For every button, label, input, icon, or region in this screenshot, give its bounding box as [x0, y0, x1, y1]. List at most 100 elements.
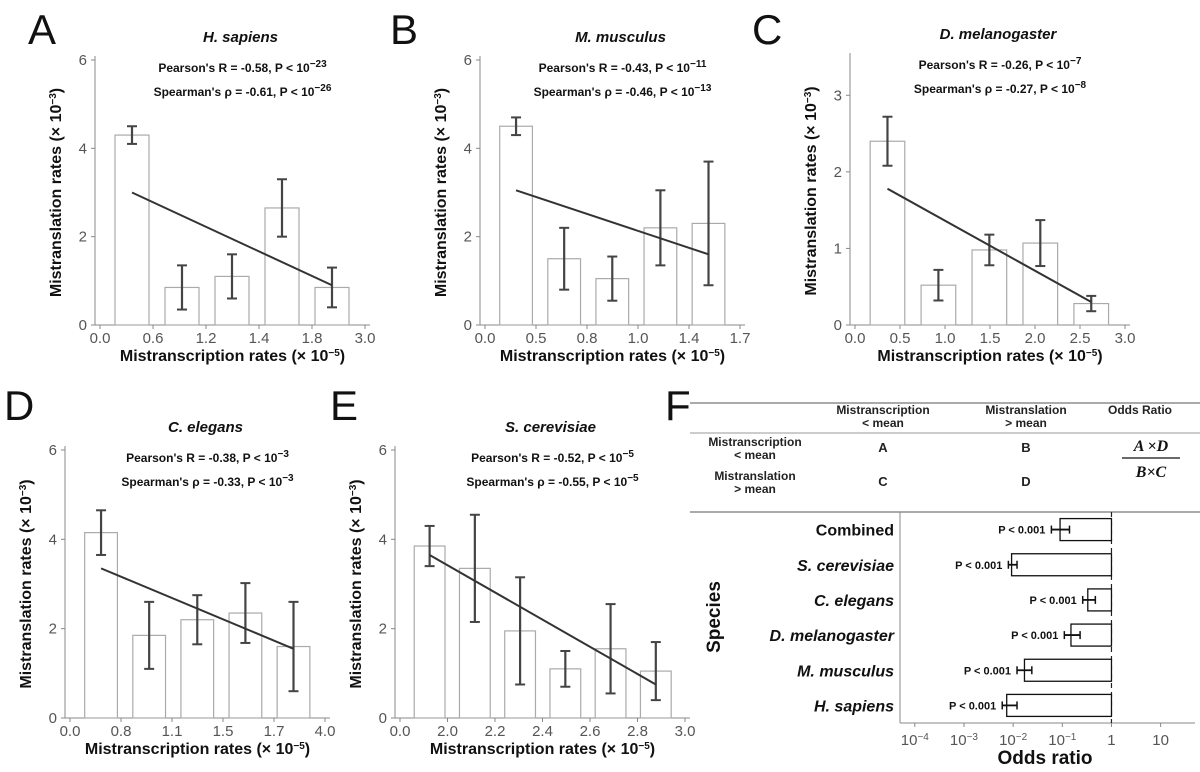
y-axis-label-part: ) [348, 479, 365, 484]
panel-label: C [752, 6, 782, 53]
x-axis-label: Mistranscription rates (× 10−5) [85, 741, 310, 759]
x-tick-label-part: 10 [1048, 732, 1065, 749]
chart-title: C. elegans [168, 419, 243, 436]
y-tick-label: 2 [834, 164, 842, 181]
x-tick-label: 1.2 [196, 330, 217, 347]
x-tick-label: 0.0 [60, 723, 81, 740]
chart-title: H. sapiens [203, 29, 278, 46]
p-annotation: P < 0.001 [998, 525, 1045, 537]
fit-line [886, 187, 1092, 303]
stat-text-part: Spearman's ρ = -0.61, P < 10 [154, 85, 315, 99]
y-tick-label: 0 [379, 710, 387, 727]
bar [84, 532, 119, 719]
y-axis-label-part: Mistranslation rates (× 10 [48, 105, 65, 298]
y-tick-label: 2 [379, 621, 387, 638]
y-axis-label: Species [704, 581, 725, 653]
bar [1010, 553, 1113, 577]
y-axis-label-exponent: −3 [803, 91, 814, 103]
y-axis-label-part: ) [803, 86, 820, 91]
chart-title: M. musculus [575, 29, 666, 46]
x-tick-label: 2.8 [627, 723, 648, 740]
x-tick-label: 1 [1107, 732, 1115, 749]
x-tick-label: 3.0 [355, 330, 376, 347]
table-cell: C [878, 474, 888, 489]
fit-line [100, 567, 294, 650]
stat-text-part: Pearson's R = -0.58, P < 10 [158, 61, 310, 75]
y-axis-label: Mistranslation rates (× 10−3) [803, 86, 821, 295]
p-annotation: P < 0.001 [1030, 595, 1077, 607]
table-cell: A [878, 440, 888, 455]
bar [869, 140, 906, 326]
p-annotation: P < 0.001 [964, 665, 1011, 677]
stat-text-part: Pearson's R = -0.26, P < 10 [919, 58, 1071, 72]
table-cell: D [1021, 474, 1030, 489]
y-tick-label: 4 [49, 531, 57, 548]
y-tick-label: 0 [464, 317, 472, 334]
stat-text-exponent: −13 [694, 83, 711, 94]
x-axis-label-part: Mistranscription rates (× 10 [430, 741, 639, 758]
x-axis-label-part: ) [720, 348, 725, 365]
chart-title: D. melanogaster [940, 26, 1058, 43]
y-axis-label-part: ) [48, 88, 65, 93]
x-tick-label: 0.5 [890, 330, 911, 347]
stat-text: Pearson's R = -0.26, P < 10−7 [919, 56, 1082, 73]
x-tick-label-part: 10 [999, 732, 1016, 749]
x-tick-label: 1.0 [628, 330, 649, 347]
y-axis-label-exponent: −3 [48, 93, 59, 105]
stat-text-exponent: −5 [622, 449, 634, 460]
fit-line [131, 191, 333, 287]
y-axis-label: Mistranslation rates (× 10−3) [48, 88, 66, 297]
x-tick-label: 3.0 [1115, 330, 1136, 347]
x-tick-label: 10−4 [901, 732, 930, 750]
y-tick-label: M. musculus [797, 663, 894, 680]
y-tick-label: 6 [379, 442, 387, 459]
x-axis-label-part: ) [650, 741, 655, 758]
x-axis-label-exponent: −5 [1086, 348, 1098, 359]
y-tick-label: 2 [79, 229, 87, 246]
bar [1023, 658, 1113, 682]
stat-text-exponent: −11 [690, 59, 707, 70]
y-tick-label: D. melanogaster [770, 628, 895, 645]
stat-text-part: Pearson's R = -0.38, P < 10 [126, 451, 278, 465]
p-annotation: P < 0.001 [949, 700, 996, 712]
stat-text: Spearman's ρ = -0.33, P < 10−3 [121, 473, 294, 490]
stat-text: Spearman's ρ = -0.27, P < 10−8 [914, 80, 1087, 97]
stat-text: Spearman's ρ = -0.46, P < 10−13 [534, 83, 712, 100]
x-tick-label: 1.4 [679, 330, 700, 347]
stat-text-exponent: −5 [627, 473, 639, 484]
x-axis-label-part: Mistranscription rates (× 10 [120, 348, 329, 365]
x-axis-label-part: Mistranscription rates (× 10 [85, 741, 294, 758]
stat-text-part: Spearman's ρ = -0.33, P < 10 [121, 475, 282, 489]
y-axis-label-part: Mistranslation rates (× 10 [433, 105, 450, 298]
x-axis-label: Odds ratio [997, 748, 1092, 769]
stat-text: Pearson's R = -0.43, P < 10−11 [539, 59, 707, 76]
x-tick-label: 2.4 [532, 723, 553, 740]
stat-text: Pearson's R = -0.58, P < 10−23 [158, 59, 327, 76]
y-tick-label: C. elegans [814, 593, 894, 610]
stat-text-part: Pearson's R = -0.43, P < 10 [539, 61, 691, 75]
x-axis-label: Mistranscription rates (× 10−5) [430, 741, 655, 759]
x-tick-label: 1.5 [980, 330, 1001, 347]
x-axis-label-exponent: −5 [638, 741, 650, 752]
y-axis-label-exponent: −3 [348, 484, 359, 496]
y-tick-label: 0 [49, 710, 57, 727]
y-tick-label: 6 [49, 442, 57, 459]
table-header: > mean [1005, 416, 1047, 430]
x-axis-label-part: ) [1097, 348, 1102, 365]
x-tick-label: 0.0 [475, 330, 496, 347]
table-header: < mean [862, 416, 904, 430]
y-axis-label-part: Mistranslation rates (× 10 [18, 496, 35, 689]
y-tick-label: 4 [464, 140, 472, 157]
row-label: > mean [734, 482, 776, 496]
y-tick-label: 6 [464, 52, 472, 69]
stat-text-exponent: −23 [310, 59, 327, 70]
x-tick-label: 1.5 [213, 723, 234, 740]
p-annotation: P < 0.001 [955, 560, 1002, 572]
x-axis-label-part: Mistranscription rates (× 10 [500, 348, 709, 365]
y-tick-label: S. cerevisiae [797, 558, 894, 575]
y-axis-label: Mistranslation rates (× 10−3) [348, 479, 366, 688]
table-header: Mistranscription [836, 403, 929, 417]
stat-text: Spearman's ρ = -0.55, P < 10−5 [466, 473, 639, 490]
table-header: Odds Ratio [1108, 403, 1172, 417]
formula-numerator: A ×D [1133, 438, 1169, 455]
